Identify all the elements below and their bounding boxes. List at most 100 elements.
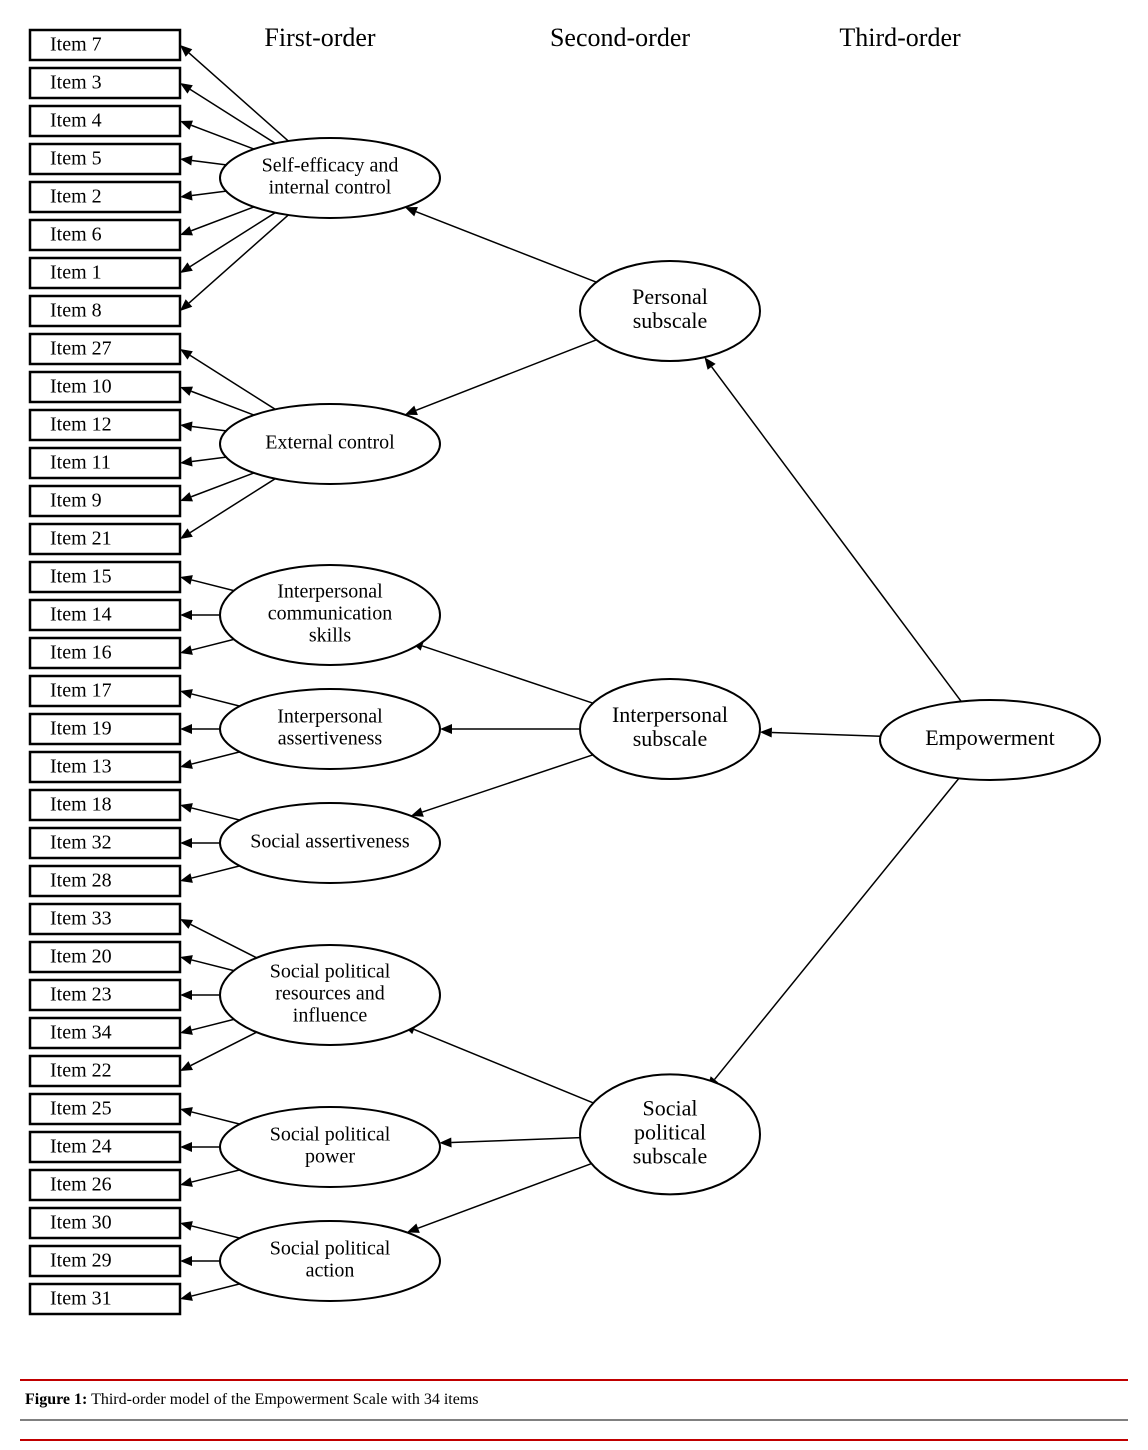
second-order-subscale: Interpersonalsubscale xyxy=(580,679,760,779)
svg-text:Social political: Social political xyxy=(270,1238,391,1260)
item-box: Item 18 xyxy=(30,790,180,820)
svg-text:Social: Social xyxy=(643,1095,698,1120)
svg-text:Item 8: Item 8 xyxy=(50,300,102,322)
svg-text:Interpersonal: Interpersonal xyxy=(277,706,383,728)
item-box: Item 17 xyxy=(30,676,180,706)
column-header-first: First-order xyxy=(264,23,376,52)
item-box: Item 32 xyxy=(30,828,180,858)
item-box: Item 9 xyxy=(30,486,180,516)
first-order-factor: External control xyxy=(220,404,440,484)
svg-text:Item 4: Item 4 xyxy=(50,110,102,132)
svg-text:Interpersonal: Interpersonal xyxy=(612,702,728,727)
svg-text:Item 2: Item 2 xyxy=(50,186,102,208)
item-box: Item 3 xyxy=(30,68,180,98)
first-order-factor: Social politicalresources andinfluence xyxy=(220,945,440,1045)
svg-text:Item 32: Item 32 xyxy=(50,832,112,854)
item-box: Item 6 xyxy=(30,220,180,250)
svg-text:skills: skills xyxy=(309,625,351,647)
item-box: Item 28 xyxy=(30,866,180,896)
svg-text:subscale: subscale xyxy=(633,1143,708,1168)
svg-text:Personal: Personal xyxy=(632,284,708,309)
item-box: Item 26 xyxy=(30,1170,180,1200)
svg-text:subscale: subscale xyxy=(633,726,708,751)
svg-text:Item 17: Item 17 xyxy=(50,680,112,702)
svg-text:resources and: resources and xyxy=(275,983,384,1005)
item-box: Item 33 xyxy=(30,904,180,934)
second-order-subscale: Personalsubscale xyxy=(580,261,760,361)
first-order-factor: Social politicalaction xyxy=(220,1221,440,1301)
empowerment-third-order-diagram: Item 7 Item 3 Item 4 Item 5 Item 2 Item 6 Item… xyxy=(0,0,1148,1450)
svg-text:Item 31: Item 31 xyxy=(50,1288,112,1310)
item-box: Item 21 xyxy=(30,524,180,554)
item-box: Item 4 xyxy=(30,106,180,136)
svg-text:Item 30: Item 30 xyxy=(50,1212,112,1234)
svg-text:Item 13: Item 13 xyxy=(50,756,112,778)
svg-text:Item 34: Item 34 xyxy=(50,1022,112,1044)
first-order-factor: Social politicalpower xyxy=(220,1107,440,1187)
svg-text:Item 22: Item 22 xyxy=(50,1060,112,1082)
svg-text:Empowerment: Empowerment xyxy=(925,725,1055,750)
item-box: Item 27 xyxy=(30,334,180,364)
svg-text:Social political: Social political xyxy=(270,961,391,983)
svg-text:political: political xyxy=(634,1119,706,1144)
svg-text:Item 12: Item 12 xyxy=(50,414,112,436)
item-box: Item 22 xyxy=(30,1056,180,1086)
item-box: Item 25 xyxy=(30,1094,180,1124)
item-box: Item 11 xyxy=(30,448,180,478)
svg-text:Item 3: Item 3 xyxy=(50,72,102,94)
item-box: Item 12 xyxy=(30,410,180,440)
item-box: Item 31 xyxy=(30,1284,180,1314)
svg-text:Item 10: Item 10 xyxy=(50,376,112,398)
svg-text:influence: influence xyxy=(293,1005,368,1027)
svg-text:communication: communication xyxy=(268,603,392,625)
svg-text:Item 21: Item 21 xyxy=(50,528,112,550)
item-box: Item 16 xyxy=(30,638,180,668)
item-box: Item 14 xyxy=(30,600,180,630)
svg-text:Item 7: Item 7 xyxy=(50,34,102,56)
svg-text:Item 11: Item 11 xyxy=(50,452,111,474)
item-box: Item 7 xyxy=(30,30,180,60)
svg-text:Item 23: Item 23 xyxy=(50,984,112,1006)
second-order-subscale: Socialpoliticalsubscale xyxy=(580,1074,760,1194)
svg-text:action: action xyxy=(306,1260,355,1282)
svg-text:Item 33: Item 33 xyxy=(50,908,112,930)
item-box: Item 13 xyxy=(30,752,180,782)
item-box: Item 5 xyxy=(30,144,180,174)
svg-text:Item 9: Item 9 xyxy=(50,490,102,512)
svg-text:Item 24: Item 24 xyxy=(50,1136,112,1158)
first-order-factor: Social assertiveness xyxy=(220,803,440,883)
svg-text:Social assertiveness: Social assertiveness xyxy=(250,831,410,853)
svg-text:Item 27: Item 27 xyxy=(50,338,112,360)
column-header-third: Third-order xyxy=(839,23,961,52)
svg-text:Item 18: Item 18 xyxy=(50,794,112,816)
svg-text:Item 28: Item 28 xyxy=(50,870,112,892)
svg-text:Item 25: Item 25 xyxy=(50,1098,112,1120)
svg-text:External control: External control xyxy=(265,432,395,454)
item-box: Item 8 xyxy=(30,296,180,326)
item-box: Item 1 xyxy=(30,258,180,288)
column-header-second: Second-order xyxy=(550,23,690,52)
item-box: Item 2 xyxy=(30,182,180,212)
svg-text:Item 5: Item 5 xyxy=(50,148,102,170)
svg-text:Item 6: Item 6 xyxy=(50,224,102,246)
first-order-factor: Self-efficacy andinternal control xyxy=(220,138,440,218)
item-box: Item 19 xyxy=(30,714,180,744)
svg-text:Self-efficacy and: Self-efficacy and xyxy=(262,155,399,177)
item-box: Item 24 xyxy=(30,1132,180,1162)
svg-text:Item 1: Item 1 xyxy=(50,262,102,284)
first-order-factor: Interpersonalcommunicationskills xyxy=(220,565,440,665)
svg-text:Interpersonal: Interpersonal xyxy=(277,581,383,603)
item-box: Item 20 xyxy=(30,942,180,972)
svg-text:Item 20: Item 20 xyxy=(50,946,112,968)
item-box: Item 15 xyxy=(30,562,180,592)
item-box: Item 23 xyxy=(30,980,180,1010)
svg-text:Item 29: Item 29 xyxy=(50,1250,112,1272)
item-box: Item 10 xyxy=(30,372,180,402)
item-box: Item 30 xyxy=(30,1208,180,1238)
svg-text:power: power xyxy=(305,1146,355,1168)
svg-text:assertiveness: assertiveness xyxy=(278,728,383,750)
item-box: Item 34 xyxy=(30,1018,180,1048)
svg-text:Social political: Social political xyxy=(270,1124,391,1146)
svg-text:internal control: internal control xyxy=(269,177,392,199)
first-order-factor: Interpersonalassertiveness xyxy=(220,689,440,769)
